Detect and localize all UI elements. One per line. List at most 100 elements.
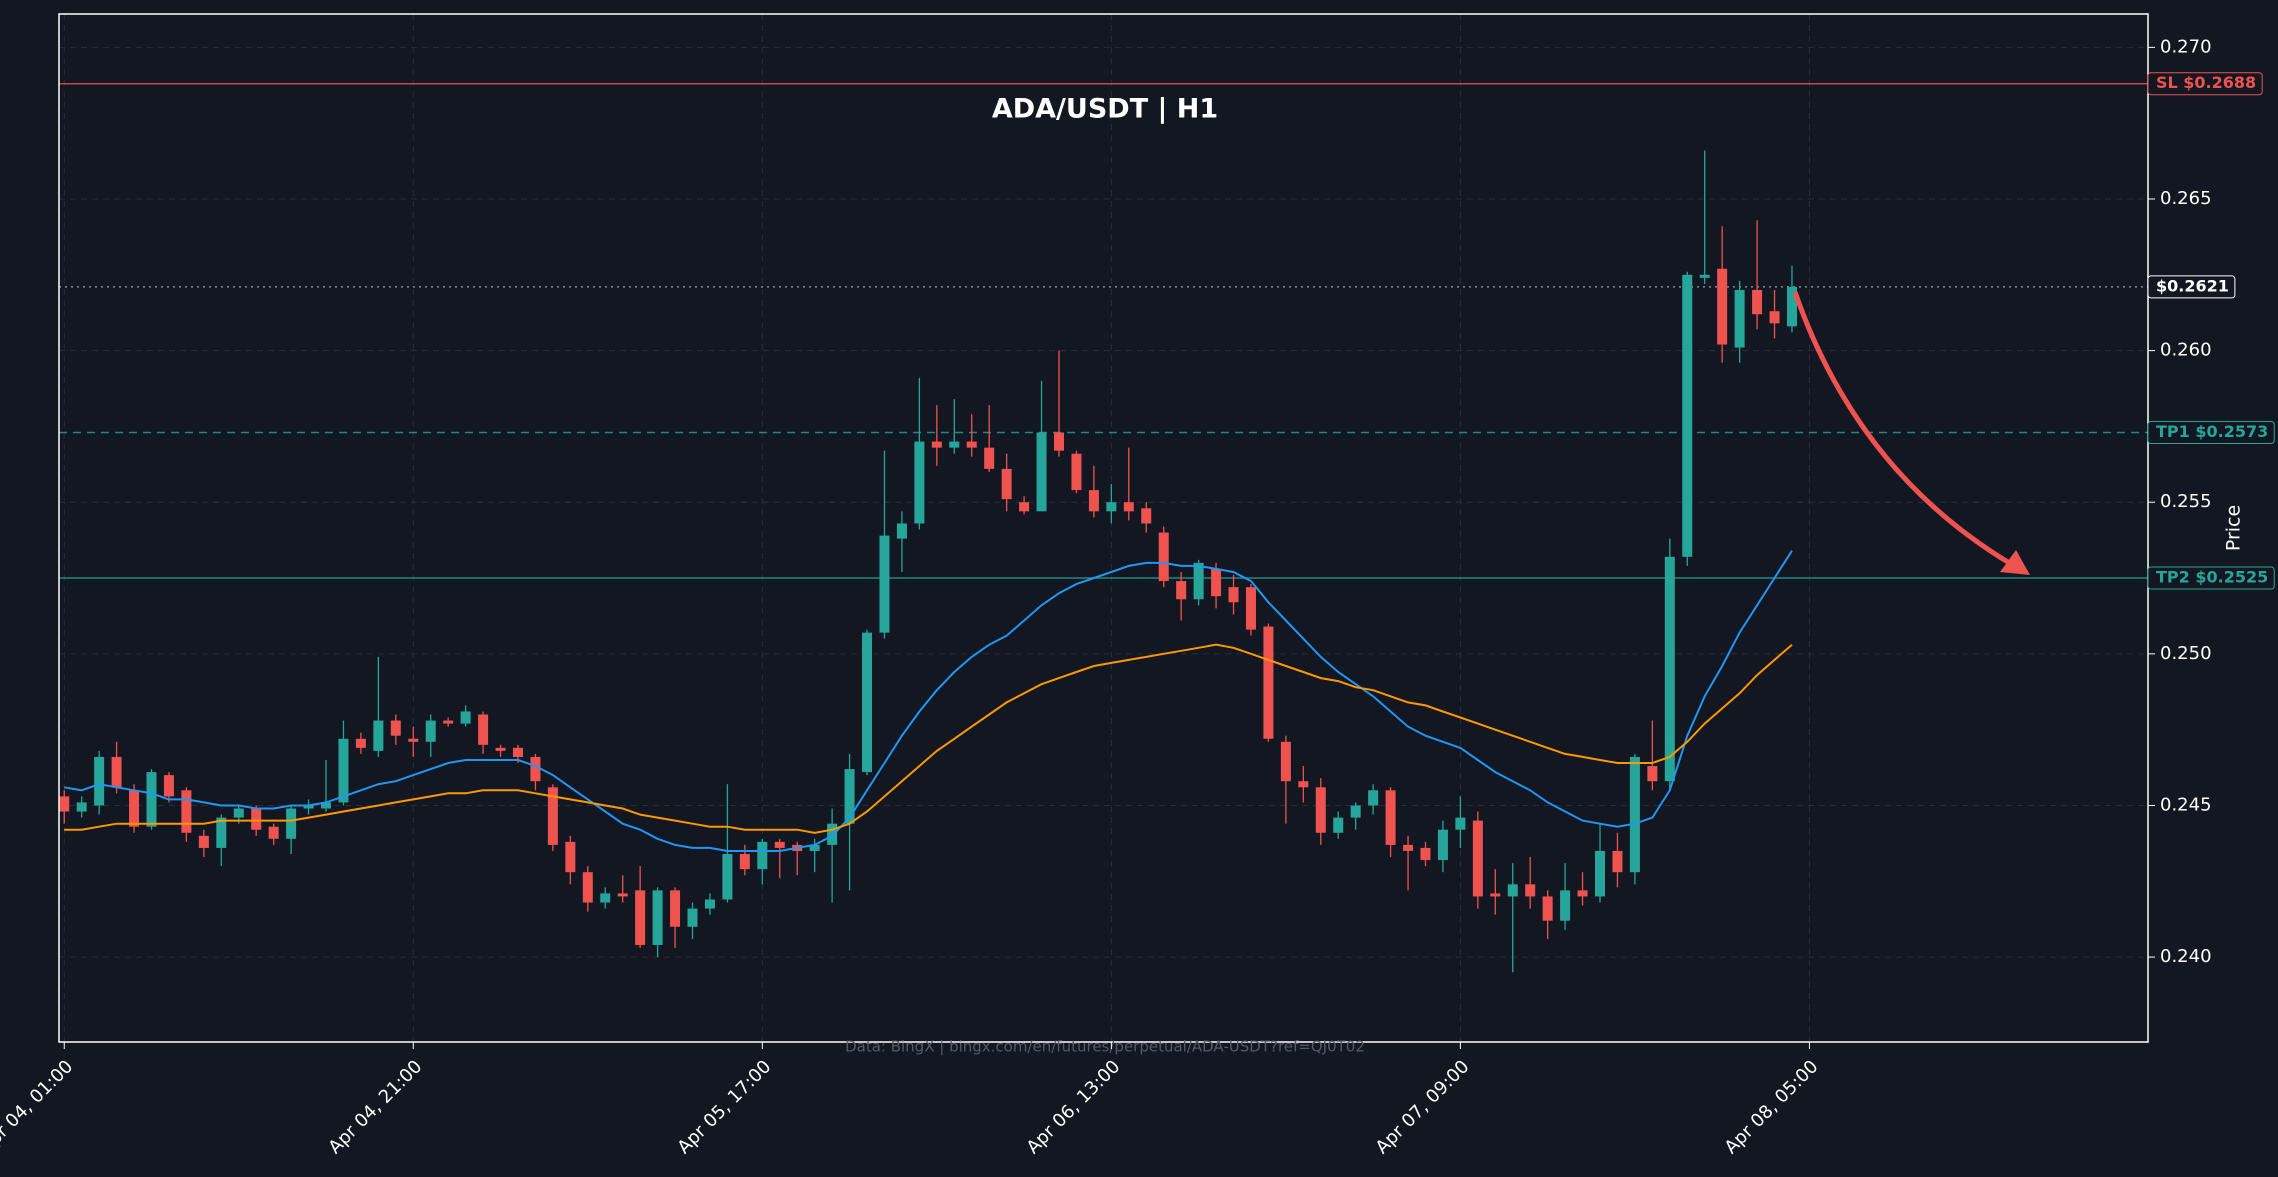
- chart-title: ADA/USDT | H1: [992, 94, 1218, 125]
- candle-body: [1019, 502, 1030, 512]
- candle-body: [1333, 817, 1344, 833]
- candle-body: [1193, 562, 1204, 600]
- trend-arrow: [1792, 291, 2027, 575]
- candle-body: [1123, 502, 1134, 512]
- candle-body: [582, 872, 593, 903]
- level-label-box: [2147, 420, 2275, 444]
- candle-body: [129, 790, 140, 827]
- candle-body: [478, 714, 489, 745]
- candle-body: [338, 738, 349, 803]
- candle-body: [879, 535, 890, 633]
- candle-body: [914, 441, 925, 524]
- candle-body: [1769, 311, 1780, 324]
- candle-body: [76, 802, 87, 812]
- candle-body: [844, 769, 855, 824]
- candle-body: [862, 632, 873, 773]
- level-label-box: [2147, 72, 2263, 96]
- candle-body: [1228, 587, 1239, 603]
- candle-body: [1699, 274, 1710, 278]
- candle-body: [635, 890, 646, 945]
- candle-body: [111, 756, 122, 788]
- y-tick-label: 0.255: [2160, 491, 2212, 512]
- candle-body: [949, 441, 960, 448]
- candle-body: [303, 805, 314, 809]
- y-tick-label: 0.270: [2160, 36, 2212, 57]
- candle-body: [1298, 781, 1309, 788]
- candle-body: [1315, 787, 1326, 833]
- candle-body: [181, 790, 192, 833]
- moving-average-line: [64, 643, 1793, 834]
- candle-body: [600, 893, 611, 903]
- candle-body: [1525, 884, 1536, 897]
- candle-body: [1717, 268, 1728, 345]
- candle-body: [896, 523, 907, 539]
- candle-body: [94, 756, 105, 806]
- candle-body: [355, 738, 366, 748]
- candle-body: [1437, 829, 1448, 861]
- candle-body: [268, 826, 279, 839]
- candle-body: [1053, 432, 1064, 451]
- candle-body: [1507, 884, 1518, 897]
- y-tick-label: 0.245: [2160, 794, 2212, 815]
- candle-body: [1368, 790, 1379, 806]
- candle-body: [1036, 432, 1047, 512]
- candle-body: [321, 802, 332, 809]
- candle-body: [1071, 453, 1082, 491]
- level-label-box: [2147, 566, 2275, 590]
- source-note: Data: BingX | bingx.com/en/futures/perpe…: [845, 1038, 1365, 1056]
- candle-body: [984, 447, 995, 469]
- candle-body: [1211, 568, 1222, 597]
- candle-body: [617, 893, 628, 897]
- candle-body: [1647, 766, 1658, 782]
- candle-body: [809, 844, 820, 851]
- candle-body: [1629, 756, 1640, 873]
- candle-body: [931, 441, 942, 448]
- candle-body: [1612, 850, 1623, 873]
- candle-body: [1141, 508, 1152, 524]
- candle-body: [1245, 587, 1256, 630]
- plot-frame: [58, 13, 2149, 1043]
- y-tick-label: 0.260: [2160, 340, 2212, 361]
- candle-body: [757, 841, 768, 870]
- candle-body: [146, 772, 157, 827]
- candle-body: [1490, 893, 1501, 897]
- candle-body: [1682, 274, 1693, 557]
- candle-body: [216, 817, 227, 848]
- candle-body: [1472, 820, 1483, 897]
- candle-body: [198, 835, 209, 848]
- candle-body: [512, 747, 523, 757]
- trend-arrow-head: [2000, 550, 2030, 575]
- candle-body: [1455, 817, 1466, 830]
- candle-body: [1734, 289, 1745, 348]
- candle-body: [460, 711, 471, 724]
- candle-body: [1385, 790, 1396, 845]
- candle-body: [1158, 532, 1169, 582]
- candle-body: [966, 441, 977, 448]
- candle-body: [495, 747, 506, 751]
- moving-average-line: [64, 550, 1793, 852]
- candle-body: [1752, 289, 1763, 315]
- candle-body: [722, 853, 733, 900]
- candle-body: [1088, 490, 1099, 512]
- candle-body: [652, 890, 663, 945]
- candle-body: [827, 823, 838, 845]
- candle-body: [687, 908, 698, 927]
- level-label: TP1 $0.2573: [2156, 422, 2268, 441]
- candle-body: [1664, 556, 1675, 782]
- y-tick-label: 0.250: [2160, 643, 2212, 664]
- candle-body: [1263, 626, 1274, 739]
- candle-body: [390, 720, 401, 736]
- candle-body: [1542, 896, 1553, 921]
- candle-body: [373, 720, 384, 751]
- candle-body: [1001, 468, 1012, 500]
- level-label-box: [2147, 275, 2236, 299]
- level-label: TP2 $0.2525: [2156, 568, 2268, 587]
- candle-body: [1280, 741, 1291, 782]
- candle-body: [670, 890, 681, 927]
- candle-body: [1577, 890, 1588, 897]
- candle-body: [425, 720, 436, 742]
- y-tick-label: 0.240: [2160, 946, 2212, 967]
- candle-body: [233, 808, 244, 818]
